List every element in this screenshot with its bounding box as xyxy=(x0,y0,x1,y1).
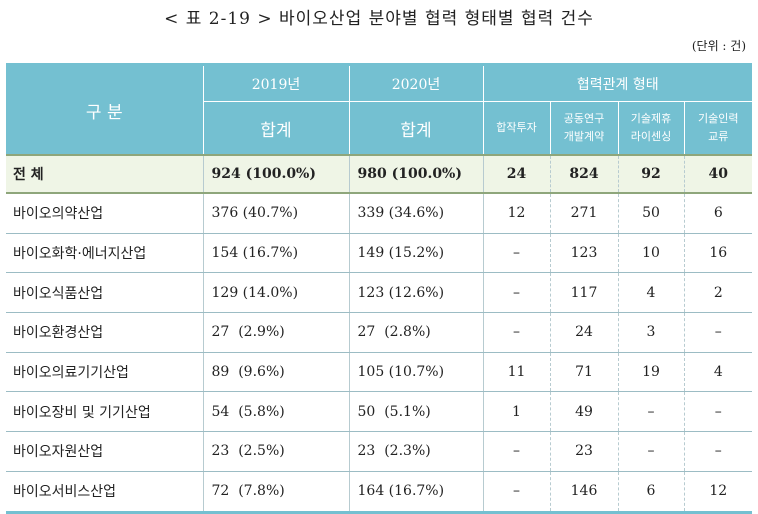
row-joint-research: 117 xyxy=(549,272,618,314)
header-category: 구 분 xyxy=(6,63,203,155)
row-2019: 89 (9.6%) xyxy=(202,352,349,393)
header-2020: 2020년 xyxy=(348,63,483,102)
row-2020: 123 (12.6%) xyxy=(348,272,483,314)
row-name: 바이오장비 및 기기산업 xyxy=(6,391,203,433)
table-row: 바이오식품산업 129 (14.0%) 123 (12.6%) –117 4 2 xyxy=(6,272,753,314)
row-2020: 50 (5.1%) xyxy=(348,391,483,433)
row-licensing: 4 xyxy=(617,272,684,314)
row-licensing: 50 xyxy=(617,193,684,234)
row-licensing: – xyxy=(617,391,684,433)
total-licensing: 92 xyxy=(617,154,684,194)
row-tech-exchange: 16 xyxy=(683,233,753,274)
row-joint-research: 24 xyxy=(549,312,618,353)
row-name: 바이오식품산업 xyxy=(6,272,203,314)
row-name: 바이오의약산업 xyxy=(6,193,203,234)
table-row: 바이오장비 및 기기산업 54 (5.8%) 50 (5.1%) 1 49– – xyxy=(6,391,753,433)
row-joint-research: 71 xyxy=(549,352,618,393)
total-2019: 924 (100.0%) xyxy=(202,154,349,194)
row-tech-exchange: – xyxy=(683,431,753,472)
row-joint-research: 49 xyxy=(549,391,618,433)
total-row: 전 체 924 (100.0%) 980 (100.0%) 24 824 92 … xyxy=(6,154,753,194)
row-joint-investment: 11 xyxy=(482,352,550,393)
unit-label: (단위 : 건) xyxy=(691,39,746,53)
total-joint-research: 824 xyxy=(549,154,618,194)
header-sum-2019: 합계 xyxy=(202,101,349,155)
row-joint-investment: 1 xyxy=(482,391,550,433)
row-licensing: 10 xyxy=(617,233,684,274)
row-name: 바이오의료기기산업 xyxy=(6,352,203,393)
total-label: 전 체 xyxy=(6,154,203,194)
total-tech-exchange: 40 xyxy=(683,154,753,194)
table-row: 바이오자원산업 23 (2.5%) 23 (2.3%) –23– – xyxy=(6,431,753,472)
row-2019: 23 (2.5%) xyxy=(202,431,349,472)
row-joint-investment: – xyxy=(482,272,550,314)
row-joint-research: 271 xyxy=(549,193,618,234)
row-tech-exchange: 6 xyxy=(683,193,753,234)
row-2020: 105 (10.7%) xyxy=(348,352,483,393)
row-tech-exchange: 2 xyxy=(683,272,753,314)
row-2019: 376 (40.7%) xyxy=(202,193,349,234)
row-2019: 27 (2.9%) xyxy=(202,312,349,353)
row-joint-investment: 12 xyxy=(482,193,550,234)
table-row: 바이오환경산업 27 (2.9%) 27 (2.8%) –24 3– xyxy=(6,312,753,353)
total-joint-investment: 24 xyxy=(482,154,550,194)
cooperation-table: 구 분 2019년 2020년 협력관계 형태 합계 합계 합작투자 공동연구 개… xyxy=(6,63,753,514)
row-tech-exchange: – xyxy=(683,312,753,353)
row-2019: 54 (5.8%) xyxy=(202,391,349,433)
table-row: 바이오화학·에너지산업 154 (16.7%) 149 (15.2%) –123 10 1… xyxy=(6,233,753,274)
header-sum-2020: 합계 xyxy=(348,101,483,155)
row-joint-research: 123 xyxy=(549,233,618,274)
row-joint-investment: – xyxy=(482,431,550,472)
table-row: 바이오의료기기산업 89 (9.6%) 105 (10.7%) 11 71 19 4 xyxy=(6,352,753,393)
header-2019: 2019년 xyxy=(202,63,349,102)
row-2019: 154 (16.7%) xyxy=(202,233,349,274)
row-licensing: – xyxy=(617,431,684,472)
table-title: < 표 2-19 > 바이오산업 분야별 협력 형태별 협력 건수 xyxy=(164,9,594,29)
row-joint-investment: – xyxy=(482,233,550,274)
row-tech-exchange: – xyxy=(683,391,753,433)
row-joint-investment: – xyxy=(482,312,550,353)
header-licensing: 기술제휴 라이센싱 xyxy=(617,101,684,155)
row-tech-exchange: 4 xyxy=(683,352,753,393)
header-types: 협력관계 형태 xyxy=(482,63,753,102)
row-2020: 23 (2.3%) xyxy=(348,431,483,472)
header-tech-exchange: 기술인력 교류 xyxy=(683,101,753,155)
row-2020: 339 (34.6%) xyxy=(348,193,483,234)
header-joint-research: 공동연구 개발계약 xyxy=(549,101,618,155)
row-2019: 129 (14.0%) xyxy=(202,272,349,314)
table-row: 바이오의약산업 376 (40.7%) 339 (34.6%) 12 271 50 6 xyxy=(6,193,753,234)
row-name: 바이오환경산업 xyxy=(6,312,203,353)
row-name: 바이오화학·에너지산업 xyxy=(6,233,203,274)
row-2020: 27 (2.8%) xyxy=(348,312,483,353)
row-name: 바이오자원산업 xyxy=(6,431,203,472)
row-licensing: 19 xyxy=(617,352,684,393)
header-joint-investment: 합작투자 xyxy=(482,101,550,155)
total-2020: 980 (100.0%) xyxy=(348,154,483,194)
row-2020: 149 (15.2%) xyxy=(348,233,483,274)
row-licensing: 3 xyxy=(617,312,684,353)
row-joint-research: 23 xyxy=(549,431,618,472)
